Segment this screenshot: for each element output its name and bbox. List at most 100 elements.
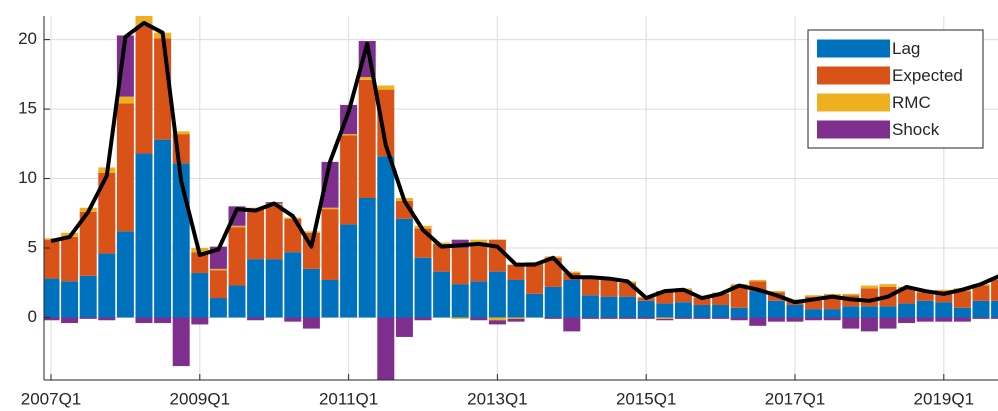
- bar: [395, 317, 413, 337]
- bar: [916, 317, 934, 322]
- legend-swatch: [817, 93, 890, 112]
- bar: [61, 317, 79, 324]
- bar: [340, 224, 358, 318]
- bar: [470, 317, 488, 321]
- bar: [414, 317, 432, 321]
- bar: [247, 259, 265, 318]
- y-tick-label: 5: [28, 237, 37, 256]
- bar: [972, 317, 990, 319]
- legend-label: Shock: [892, 120, 940, 139]
- bar: [98, 317, 116, 321]
- bar: [916, 292, 934, 301]
- bar: [712, 317, 730, 319]
- x-tick-label: 2011Q1: [319, 389, 378, 408]
- bar: [470, 239, 488, 243]
- bar: [656, 318, 674, 321]
- bar: [544, 286, 562, 318]
- bar: [507, 264, 525, 280]
- bar: [600, 317, 618, 319]
- bar: [674, 302, 692, 318]
- y-tick-label: 15: [18, 99, 37, 118]
- bar: [693, 304, 711, 318]
- bar: [507, 317, 525, 319]
- bar: [340, 134, 358, 136]
- bar: [991, 279, 998, 301]
- bar: [98, 253, 116, 318]
- bar: [619, 296, 637, 318]
- total-line: [50, 20, 998, 305]
- bar: [935, 291, 953, 303]
- bar: [674, 317, 692, 319]
- bar: [563, 279, 581, 318]
- bar: [191, 252, 209, 274]
- x-tick-label: 2015Q1: [616, 389, 677, 408]
- legend-swatch: [817, 39, 890, 58]
- bar: [712, 304, 730, 318]
- bar: [935, 317, 953, 322]
- bar: [377, 85, 395, 90]
- bar: [79, 317, 97, 319]
- bar: [154, 139, 172, 318]
- bar: [377, 317, 395, 380]
- bar: [228, 225, 246, 228]
- bar: [767, 291, 785, 293]
- bar: [116, 103, 134, 232]
- bar: [433, 242, 451, 244]
- bar: [898, 317, 916, 324]
- bar: [842, 306, 860, 318]
- bar: [823, 317, 841, 321]
- bar: [730, 285, 748, 308]
- x-tick-label: 2007Q1: [21, 389, 82, 408]
- bar: [321, 207, 339, 210]
- bar: [284, 252, 302, 318]
- bar: [172, 317, 190, 367]
- bar: [154, 317, 172, 324]
- x-tick-label: 2019Q1: [914, 389, 975, 408]
- bar: [637, 317, 655, 319]
- bar: [879, 284, 897, 287]
- bar: [321, 279, 339, 318]
- bar: [44, 278, 60, 318]
- bar: [191, 317, 209, 325]
- bar: [767, 300, 785, 318]
- bar: [805, 317, 823, 321]
- bar: [488, 320, 506, 325]
- bar: [842, 317, 860, 329]
- bar: [916, 300, 934, 318]
- bar: [786, 317, 804, 322]
- bar: [321, 209, 339, 280]
- bar: [470, 242, 488, 282]
- bar: [302, 231, 320, 233]
- bar: [470, 281, 488, 318]
- bar: [507, 318, 525, 322]
- bar: [581, 317, 599, 319]
- bar: [600, 296, 618, 318]
- bar: [395, 218, 413, 318]
- bar: [879, 306, 897, 318]
- bar: [991, 300, 998, 318]
- bar: [953, 317, 971, 322]
- bar: [526, 293, 544, 318]
- bar: [451, 317, 469, 319]
- bar: [842, 293, 860, 296]
- bar: [61, 281, 79, 318]
- legend: Lag Expected RMC Shock: [807, 29, 984, 149]
- bars: [44, 16, 998, 380]
- y-tick-label: 20: [18, 29, 37, 48]
- bar: [247, 209, 265, 260]
- bar: [972, 300, 990, 318]
- bar: [116, 231, 134, 318]
- bar: [44, 317, 60, 321]
- legend-label: Lag: [892, 39, 920, 58]
- legend-swatch: [817, 66, 890, 85]
- bar: [135, 16, 153, 26]
- bar: [581, 277, 599, 296]
- bar: [358, 79, 376, 198]
- bar: [433, 243, 451, 272]
- bar: [953, 291, 971, 308]
- bar: [488, 271, 506, 318]
- x-tick-label: 2009Q1: [170, 389, 231, 408]
- bar: [749, 281, 767, 292]
